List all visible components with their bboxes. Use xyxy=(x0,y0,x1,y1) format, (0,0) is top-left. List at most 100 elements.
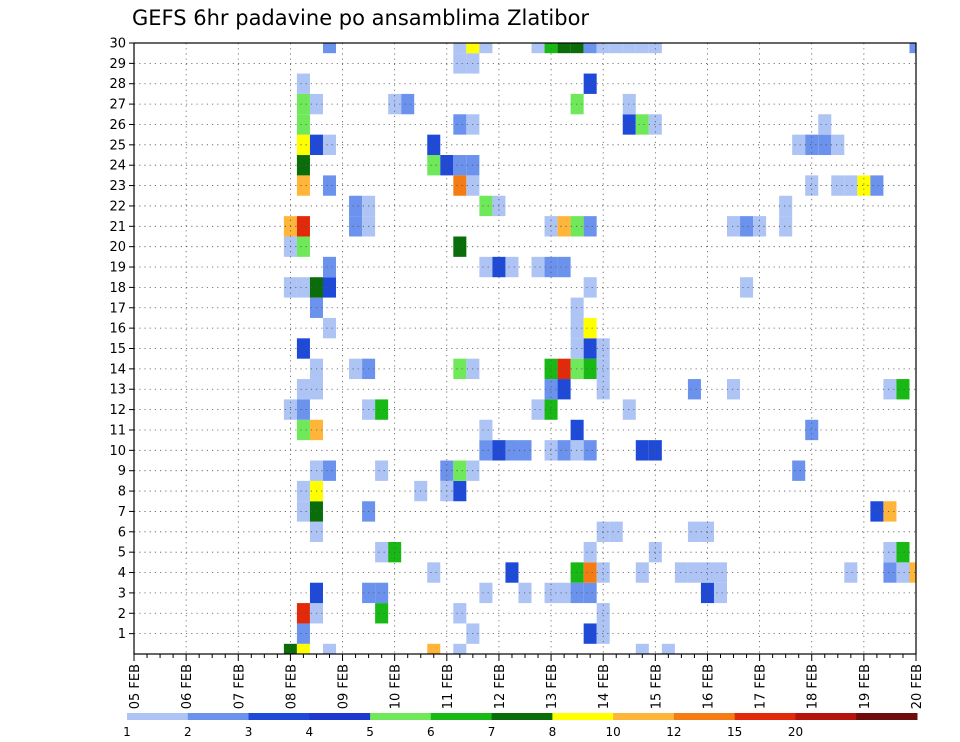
legend-swatch xyxy=(613,713,675,720)
heatmap-cell xyxy=(648,440,662,461)
x-tick-label: 15 FEB xyxy=(649,664,664,709)
heatmap-cell xyxy=(727,379,741,400)
y-tick-label: 8 xyxy=(118,485,126,500)
x-tick-label: 08 FEB xyxy=(284,664,299,709)
heatmap-cell xyxy=(479,195,493,217)
heatmap-cell xyxy=(713,582,728,604)
heatmap-cell xyxy=(818,114,832,135)
heatmap-cell xyxy=(609,43,623,54)
heatmap-cell xyxy=(375,603,389,624)
heatmap-cell xyxy=(557,43,571,54)
y-tick-label: 6 xyxy=(118,525,126,540)
legend-swatch xyxy=(734,713,796,720)
heatmap-cell xyxy=(805,134,819,156)
heatmap-cell xyxy=(583,623,597,644)
y-tick-label: 9 xyxy=(118,464,126,479)
legend-label: 6 xyxy=(427,725,435,739)
heatmap-cell xyxy=(583,73,597,94)
legend-swatch xyxy=(856,713,918,720)
heatmap-cell xyxy=(570,43,584,54)
y-tick-label: 26 xyxy=(109,118,126,133)
heatmap-cell xyxy=(296,399,310,420)
heatmap-cell xyxy=(870,501,884,522)
legend-swatch xyxy=(552,713,614,720)
heatmap-cell xyxy=(296,623,310,644)
heatmap-cell xyxy=(296,379,310,400)
heatmap-cell xyxy=(622,93,636,115)
legend-swatch xyxy=(309,713,371,720)
heatmap-cell xyxy=(296,501,310,522)
heatmap-cell xyxy=(831,134,845,156)
legend-swatch xyxy=(491,713,553,720)
heatmap-cell xyxy=(479,419,493,441)
heatmap-cell xyxy=(883,541,897,563)
heatmap-cell xyxy=(453,603,467,624)
heatmap-cell xyxy=(283,643,297,654)
heatmap-cell xyxy=(296,603,310,624)
y-tick-label: 28 xyxy=(109,77,126,92)
heatmap-cell xyxy=(609,521,623,542)
y-tick-label: 21 xyxy=(109,220,126,235)
legend-swatch xyxy=(795,713,857,720)
y-tick-label: 7 xyxy=(118,505,126,520)
heatmap-cell xyxy=(857,175,871,196)
y-tick-label: 25 xyxy=(109,138,126,153)
legend-swatch xyxy=(430,713,493,720)
heatmap-cell xyxy=(322,43,337,54)
cells-layer xyxy=(283,43,916,654)
heatmap-cell xyxy=(674,562,688,583)
heatmap-cell xyxy=(753,216,767,237)
grid-layer xyxy=(134,43,916,654)
heatmap-cell xyxy=(296,175,310,196)
heatmap-cell xyxy=(453,236,467,257)
heatmap-cell xyxy=(531,399,545,420)
y-tick-label: 29 xyxy=(109,57,126,72)
heatmap-cell xyxy=(349,195,363,217)
heatmap-cell xyxy=(583,216,597,237)
heatmap-cell xyxy=(596,43,610,54)
heatmap-cell xyxy=(700,562,714,583)
y-tick-label: 22 xyxy=(109,199,126,214)
legend-label: 1 xyxy=(123,725,131,739)
heatmap-cell xyxy=(375,399,389,420)
heatmap-cell xyxy=(700,582,714,604)
heatmap-cell xyxy=(296,73,310,94)
heatmap-cell xyxy=(687,521,701,542)
heatmap-cell xyxy=(870,175,884,196)
heatmap-cell xyxy=(687,379,701,400)
x-tick-label: 09 FEB xyxy=(337,664,352,709)
heatmap-cell xyxy=(479,440,493,461)
heatmap-cell xyxy=(844,562,858,583)
heatmap-cell xyxy=(453,358,467,380)
y-tick-label: 19 xyxy=(109,261,126,276)
heatmap-cell xyxy=(896,562,910,583)
heatmap-cell xyxy=(583,582,597,604)
heatmap-cell xyxy=(466,43,480,54)
heatmap-cell xyxy=(427,562,441,583)
y-tick-label: 11 xyxy=(109,423,126,438)
legend-swatch xyxy=(673,713,736,720)
heatmap-cell xyxy=(583,358,597,380)
heatmap-cell xyxy=(322,277,337,298)
heatmap-cell xyxy=(740,216,754,237)
heatmap-cell xyxy=(583,338,597,359)
heatmap-cell xyxy=(453,643,467,654)
heatmap-cell xyxy=(375,460,389,481)
heatmap-cell xyxy=(296,93,310,115)
legend-label: 20 xyxy=(788,725,803,739)
heatmap-cell xyxy=(505,562,519,583)
heatmap-cell xyxy=(531,256,545,278)
heatmap-cell xyxy=(583,440,597,461)
heatmap-cell xyxy=(296,216,310,237)
heatmap-cell xyxy=(792,134,806,156)
heatmap-cell xyxy=(909,43,916,54)
heatmap-cell xyxy=(883,379,897,400)
heatmap-cell xyxy=(531,43,545,54)
legend-label: 2 xyxy=(184,725,192,739)
heatmap-cell xyxy=(322,256,337,278)
y-tick-label: 30 xyxy=(109,37,126,52)
heatmap-cell xyxy=(622,399,636,420)
heatmap-cell xyxy=(740,277,754,298)
legend-label: 8 xyxy=(549,725,557,739)
heatmap-cell xyxy=(296,134,310,156)
